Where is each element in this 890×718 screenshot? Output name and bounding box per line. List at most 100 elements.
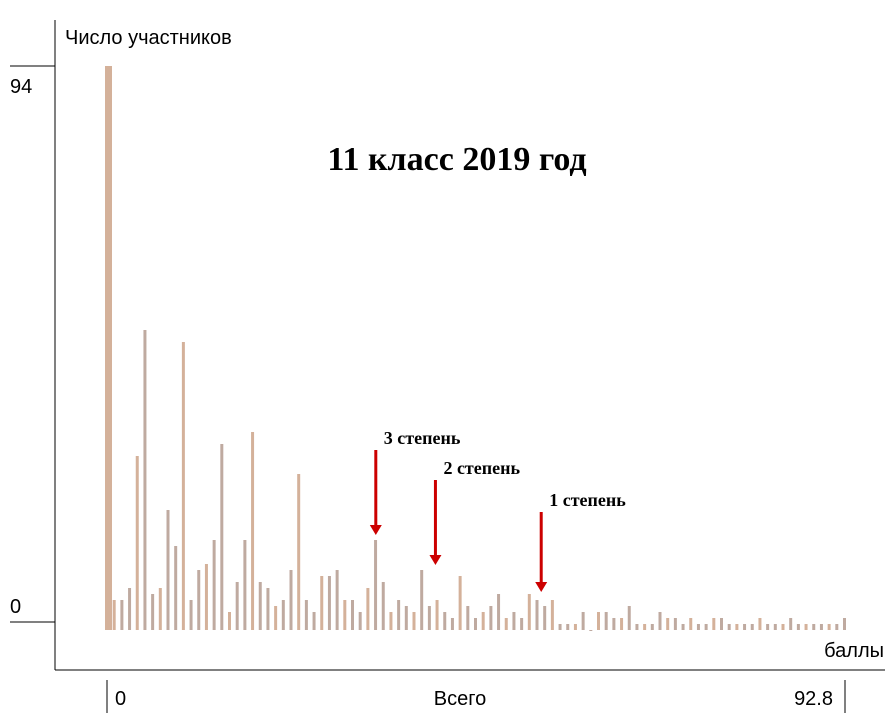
bar [128, 588, 132, 630]
bar [312, 612, 316, 630]
annotation-label: 2 степень [443, 458, 520, 478]
bar [450, 618, 454, 630]
bar [251, 432, 255, 630]
bar [597, 612, 600, 630]
bar [289, 570, 293, 630]
bar [166, 510, 170, 630]
bar [589, 630, 593, 631]
bar [581, 612, 585, 630]
bar [158, 588, 162, 630]
bar [358, 612, 362, 630]
bar [512, 612, 516, 630]
bar [566, 624, 570, 630]
bar [135, 456, 139, 630]
bar [666, 618, 670, 630]
bar [673, 618, 677, 630]
bar [228, 612, 231, 630]
bar [812, 624, 816, 630]
bar [819, 624, 823, 630]
annotation-label: 3 степень [384, 428, 461, 448]
annotation-arrow-head [429, 555, 442, 565]
bar [435, 600, 439, 630]
bar [374, 540, 378, 630]
bar [235, 582, 239, 630]
bar [297, 474, 301, 630]
bar [189, 600, 193, 630]
bar [243, 540, 247, 630]
annotation-label: 1 степень [549, 490, 626, 510]
bar [351, 600, 354, 630]
bar [643, 624, 647, 630]
bar [420, 570, 424, 630]
bar [681, 624, 685, 630]
bar [550, 600, 554, 630]
bar [835, 624, 839, 630]
bar [474, 618, 477, 630]
bar [204, 564, 208, 630]
bar [696, 624, 700, 630]
bar [466, 606, 470, 630]
bar [727, 624, 731, 630]
annotation-arrow-head [535, 582, 548, 592]
bar [627, 606, 631, 630]
bar [489, 606, 493, 630]
bar [704, 624, 708, 630]
bar [443, 612, 447, 630]
bar [458, 576, 462, 630]
annotation-arrow-head [369, 525, 382, 535]
bar [558, 624, 562, 630]
bar [827, 624, 831, 630]
bar [620, 618, 624, 630]
y-tick-label-max: 94 [10, 76, 32, 98]
bar [527, 594, 531, 630]
bar [320, 576, 324, 630]
bar [658, 612, 662, 630]
bar [197, 570, 201, 630]
bar [335, 570, 339, 630]
x-tick-label-min: 0 [115, 688, 126, 710]
bar [151, 594, 155, 630]
bar [573, 624, 577, 630]
bar [712, 618, 716, 630]
bar [773, 624, 777, 630]
bar [220, 444, 224, 630]
bar [397, 600, 401, 630]
bar [281, 600, 285, 630]
bar [766, 624, 770, 630]
bar [389, 612, 393, 630]
x-axis-label: баллы [824, 640, 884, 662]
y-tick-label-zero: 0 [10, 596, 21, 618]
bar [635, 624, 639, 630]
bar [343, 600, 347, 630]
bar [720, 618, 723, 630]
bar [404, 606, 408, 630]
bar [750, 624, 754, 630]
bar [804, 624, 808, 630]
bar [743, 624, 747, 630]
x-tick-label-max: 92.8 [794, 688, 833, 710]
bar [735, 624, 739, 630]
bar [789, 618, 793, 630]
bar [843, 618, 846, 630]
bar [520, 618, 524, 630]
bar [112, 600, 116, 630]
bar [212, 540, 216, 630]
bar [327, 576, 331, 630]
bar [258, 582, 262, 630]
annotations: 3 степень 2 степень 1 степень [369, 428, 626, 592]
bar [174, 546, 178, 630]
bar [758, 618, 762, 630]
bar [412, 612, 416, 630]
axes: Число участников 94 0 баллы 0 Всего 92.8 [10, 20, 885, 713]
bars [105, 66, 846, 631]
bar [427, 606, 431, 630]
bar [143, 330, 147, 630]
bar [481, 612, 485, 630]
bar [543, 606, 547, 630]
bar [604, 612, 608, 630]
bar [266, 588, 270, 630]
bar [650, 624, 654, 630]
chart-title: 11 класс 2019 год [327, 141, 586, 178]
